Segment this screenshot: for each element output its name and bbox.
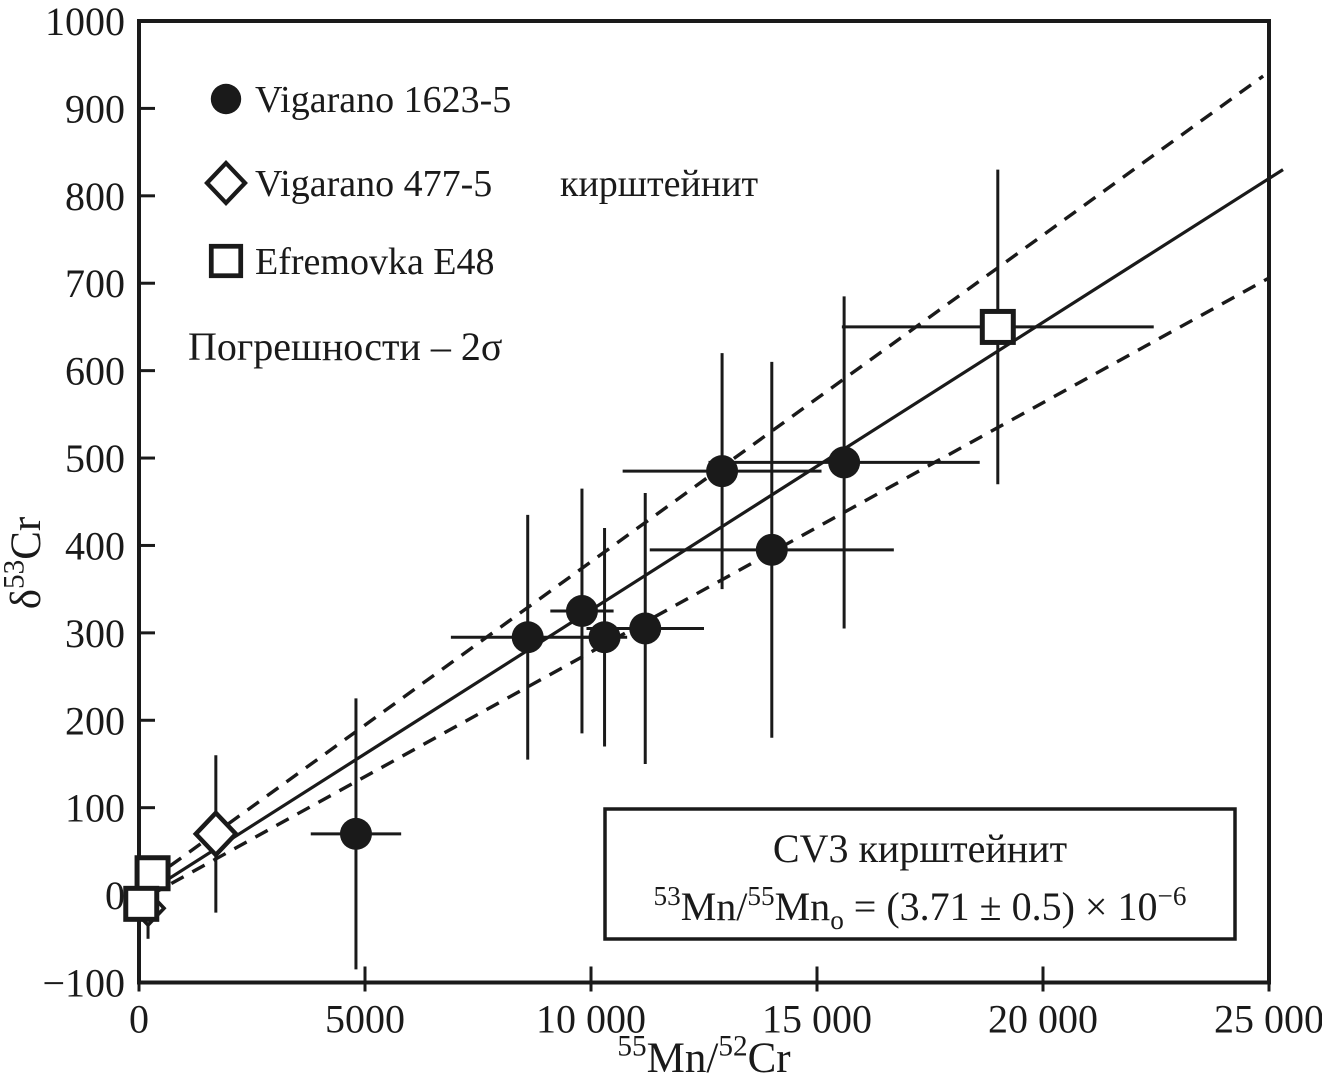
x-tick-labels-group: 0 5000 10 000 15 000 20 000 25 000 xyxy=(129,997,1322,1042)
data-point-circle-filled xyxy=(511,621,544,654)
y-tick-labels-group: −100 0 100 200 300 400 500 600 700 800 900 1000 xyxy=(42,0,125,1006)
annotation-formula: 53Mn/55Mno = (3.71 ± 0.5) × 10−6 xyxy=(654,881,1187,935)
x-axis-label-segment: 55 xyxy=(617,1031,646,1063)
y-tick-label: 200 xyxy=(65,698,125,743)
y-tick-label: 1000 xyxy=(45,0,125,44)
confidence-band-upper xyxy=(149,74,1265,882)
legend-diamond-open-icon xyxy=(204,159,248,207)
legend-item: Vigarano 1623-5 xyxy=(210,79,511,121)
annotation-formula-segment: −6 xyxy=(1158,881,1187,911)
series-efremovka-e48 xyxy=(123,308,1016,922)
legend-note: Погрешности – 2σ xyxy=(188,324,502,369)
legend-item-suffix: кирштейнит xyxy=(560,163,759,205)
data-point-square-open xyxy=(979,308,1016,345)
y-tick-label: 0 xyxy=(105,873,125,918)
annotation-box xyxy=(603,807,1237,941)
annotation-formula-segment: = (3.71 ± 0.5) × 10 xyxy=(844,884,1158,929)
x-tick-label: 5000 xyxy=(325,997,405,1042)
y-tick-label: 800 xyxy=(65,174,125,219)
plot-frame xyxy=(137,19,1271,985)
legend-item: Efremovka E48 xyxy=(208,241,495,283)
x-tick-label: 20 000 xyxy=(988,997,1098,1042)
y-tick-label: 600 xyxy=(65,349,125,394)
legend-circle-filled-icon xyxy=(210,83,242,115)
x-tick-label: 0 xyxy=(129,997,149,1042)
y-axis-label-segment: Cr xyxy=(3,517,50,560)
x-tick-label: 15 000 xyxy=(762,997,872,1042)
annotation-group: CV3 кирштейнит 53Mn/55Mno = (3.71 ± 0.5) … xyxy=(603,807,1237,941)
y-axis-label-segment: δ xyxy=(3,589,50,609)
annotation-formula-segment: 53 xyxy=(654,881,681,911)
y-tick-label: 100 xyxy=(65,786,125,831)
legend-item-label: Vigarano 1623-5 xyxy=(255,79,511,121)
data-point-circle-filled xyxy=(755,533,788,566)
data-point-circle-filled xyxy=(588,621,621,654)
annotation-title: CV3 кирштейнит xyxy=(773,826,1067,871)
legend-item: Vigarano 477-5 кирштейнит xyxy=(204,159,759,207)
legend-item-label: Vigarano 477-5 xyxy=(255,163,492,205)
series-vigarano-1623-5 xyxy=(339,446,861,850)
confidence-band-lower xyxy=(149,276,1270,897)
data-point-square-open xyxy=(134,855,171,892)
data-point-circle-filled xyxy=(828,446,861,479)
y-axis-label: δ53Cr xyxy=(0,517,50,610)
plot-frame-group xyxy=(137,19,1271,985)
y-axis-label-segment: 53 xyxy=(0,560,31,589)
x-axis-label: 55Mn/52Cr xyxy=(617,1031,790,1082)
annotation-formula-segment: o xyxy=(830,905,844,935)
tick-marks-group xyxy=(137,19,1271,992)
data-point-circle-filled xyxy=(565,595,598,628)
legend-square-open-icon xyxy=(208,243,244,279)
x-axis-label-segment: Mn/ xyxy=(647,1035,719,1082)
annotation-formula-segment: 55 xyxy=(747,881,774,911)
x-axis-label-segment: 52 xyxy=(718,1031,747,1063)
data-point-circle-filled xyxy=(339,817,372,850)
y-tick-label: −100 xyxy=(42,961,125,1006)
y-tick-label: 500 xyxy=(65,436,125,481)
data-point-diamond-open xyxy=(192,809,239,859)
data-point-circle-filled xyxy=(706,455,739,488)
x-tick-label: 10 000 xyxy=(536,997,646,1042)
data-point-circle-filled xyxy=(629,612,662,645)
annotation-formula-segment: Mn/ xyxy=(681,884,749,929)
y-tick-label: 400 xyxy=(65,523,125,568)
y-tick-label: 300 xyxy=(65,611,125,656)
data-point-square-open xyxy=(123,885,160,922)
annotation-formula-segment: Mn xyxy=(775,884,831,929)
fit-lines-group xyxy=(138,74,1284,900)
x-axis-label-segment: Cr xyxy=(748,1035,791,1082)
legend-group: Vigarano 1623-5 Vigarano 477-5 кирштейнит E… xyxy=(188,79,759,369)
x-tick-label: 25 000 xyxy=(1214,997,1322,1042)
legend-item-label: Efremovka E48 xyxy=(255,241,495,283)
y-tick-label: 700 xyxy=(65,261,125,306)
y-tick-label: 900 xyxy=(65,86,125,131)
isochron-line xyxy=(138,168,1284,900)
